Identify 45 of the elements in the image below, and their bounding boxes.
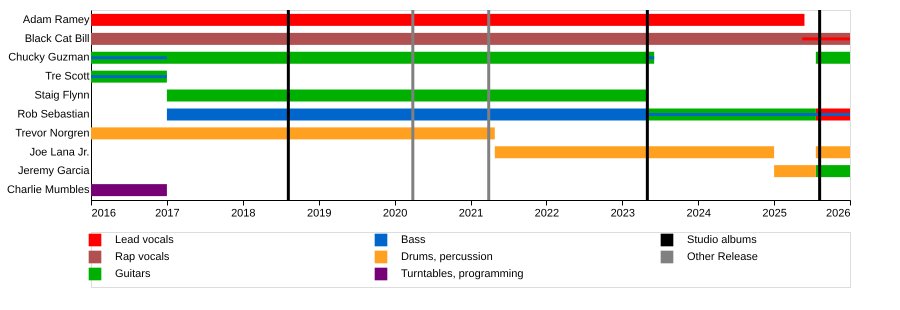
x-tick-label: 2020: [382, 208, 408, 220]
bar: [816, 165, 850, 178]
legend-label: Bass: [401, 234, 426, 246]
bar: [802, 37, 850, 40]
bar: [816, 146, 850, 158]
bar: [91, 14, 804, 26]
y-tick-label: Jeremy Garcia: [18, 165, 90, 178]
bar: [166, 90, 648, 102]
y-tick-label: Tre Scott: [45, 70, 90, 83]
bar: [647, 112, 850, 116]
y-tick-label: Trevor Norgren: [15, 127, 90, 140]
x-tick-label: 2019: [306, 208, 332, 220]
x-tick-label: 2018: [231, 208, 256, 220]
x-tick-label: 2022: [534, 208, 560, 220]
bar: [91, 32, 850, 45]
x-tick-label: 2024: [686, 208, 711, 220]
y-tick-label: Rob Sebastian: [17, 108, 90, 120]
bar: [91, 127, 495, 140]
legend-label: Turntables, programming: [401, 268, 524, 280]
x-tick-label: 2021: [458, 208, 484, 220]
x-tick-label: 2017: [155, 208, 180, 220]
x-tick-label: 2023: [610, 208, 636, 220]
y-tick-label: Chucky Guzman: [8, 52, 90, 64]
bar: [91, 56, 167, 60]
y-tick-label: Charlie Mumbles: [6, 184, 90, 196]
x-tick-label: 2016: [92, 208, 116, 220]
legend-label: Guitars: [115, 268, 151, 280]
legend-label: Other Release: [687, 251, 758, 263]
bar: [91, 75, 167, 78]
y-tick-label: Black Cat Bill: [24, 32, 90, 45]
legend-label: Studio albums: [687, 234, 758, 246]
y-tick-label: Adam Ramey: [22, 14, 90, 26]
x-tick-label: 2025: [762, 208, 787, 220]
bar: [91, 52, 654, 64]
bar: [91, 184, 167, 196]
x-tick-label: 2026: [826, 208, 850, 220]
legend-label: Rap vocals: [115, 251, 170, 263]
y-tick-label: Staig Flynn: [34, 90, 90, 102]
bar: [816, 52, 850, 64]
legend-label: Lead vocals: [115, 234, 174, 246]
y-tick-label: Joe Lana Jr.: [30, 146, 90, 158]
legend-label: Drums, percussion: [401, 251, 493, 263]
bar: [774, 165, 816, 178]
bar: [166, 108, 648, 120]
bar: [494, 146, 774, 158]
